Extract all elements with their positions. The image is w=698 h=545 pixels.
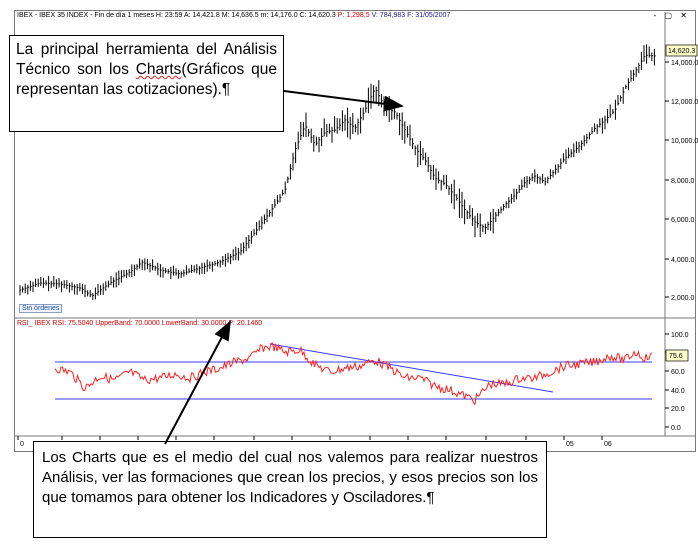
rsi-axis: 100.080.060.040.020.00.075.6	[665, 332, 689, 432]
rsi-pane	[54, 342, 653, 406]
price-header: IBEX - IBEX 35 INDEX - Fin de día 1 mese…	[17, 12, 450, 19]
callout-top-line1: La principal herramienta del Análisis Té…	[16, 41, 277, 78]
price-tick-label: 14,000.0	[671, 60, 698, 67]
time-tick-label: 05	[566, 441, 574, 448]
callout-indicators-description: Los Charts que es el medio del cual nos …	[33, 441, 547, 538]
price-header-alt: A: 14,421.8	[183, 12, 220, 19]
time-tick-label: 0	[20, 441, 24, 448]
rsi-header: RSI_ IBEX RSI: 75.5040 UpperBand: 70.000…	[17, 320, 263, 327]
callout-top-line2: (Gráficos que representan las cotizacion…	[16, 61, 277, 98]
rsi-last-label: 75.6	[669, 353, 683, 360]
rsi-last-marker	[665, 349, 689, 362]
price-header-min: m: 14,176.0	[260, 12, 298, 19]
rsi-tick-label: 100.0	[671, 332, 689, 339]
last-price-marker	[665, 44, 698, 57]
price-tick-label: 2,000.0	[671, 295, 694, 302]
price-header-prefix: IBEX - IBEX 35 INDEX - Fin de día 1 mese…	[17, 12, 154, 19]
rsi-tick-label: 40.0	[671, 388, 685, 395]
callout-top-charts-word: Charts	[135, 61, 182, 78]
last-price-label: 14,620.3	[668, 48, 695, 55]
price-header-high: H: 23:59	[155, 12, 183, 19]
price-header-vol: V: 784,983	[371, 12, 406, 19]
price-tick-label: 8,000.0	[671, 178, 694, 185]
callout-bottom-text: Los Charts que es el medio del cual nos …	[42, 449, 538, 506]
price-header-pct: P: 1,298.5	[337, 12, 370, 19]
price-header-max: M: 14,636.5	[221, 12, 259, 19]
price-header-close: C: 14,620.3	[299, 12, 336, 19]
price-tick-label: 4,000.0	[671, 257, 694, 264]
price-tick-label: 6,000.0	[671, 217, 694, 224]
price-header-date: F: 31/05/2007	[407, 12, 451, 19]
rsi-tick-label: 0.0	[671, 425, 681, 432]
sin-ordenes-button[interactable]: Sin órdenes	[19, 304, 63, 313]
rsi-line	[54, 342, 653, 406]
price-bars	[19, 44, 656, 300]
price-tick-label: 10,000.0	[671, 138, 698, 145]
rsi-tick-label: 60.0	[671, 369, 685, 376]
rsi-tick-label: 20.0	[671, 406, 685, 413]
time-tick-label: 06	[604, 441, 612, 448]
price-axis: 14,000.0 12,000.0 10,000.0 8,000.0 6,000.0 4,…	[665, 44, 698, 302]
callout-charts-description: La principal herramienta del Análisis Té…	[9, 35, 284, 132]
window-controls[interactable]: - ▢ ✕	[653, 11, 690, 20]
price-tick-label: 12,000.0	[671, 99, 698, 106]
